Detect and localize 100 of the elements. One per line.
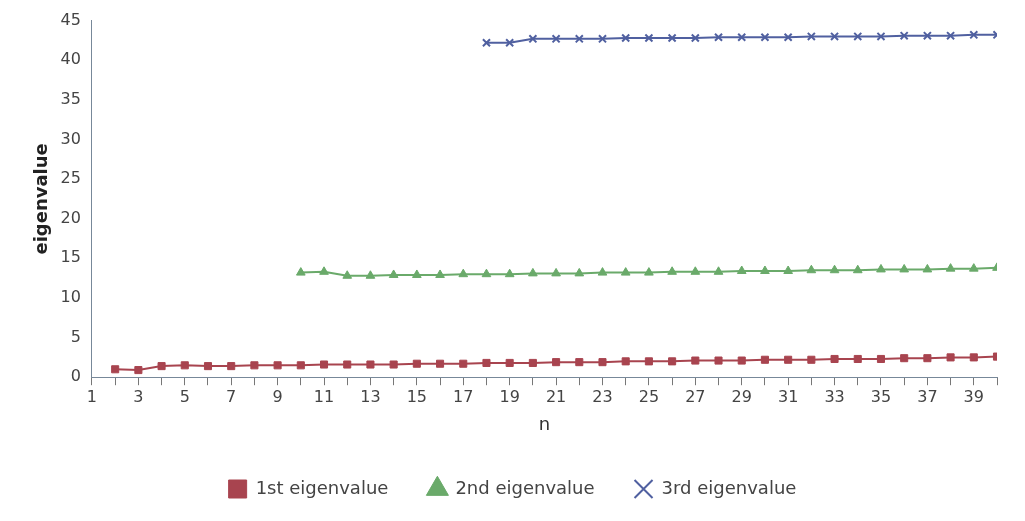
point bbox=[736, 265, 747, 275]
point bbox=[713, 266, 724, 275]
point bbox=[946, 31, 956, 41]
point bbox=[876, 31, 886, 41]
point bbox=[899, 31, 909, 41]
point bbox=[528, 34, 538, 44]
y-axis-title: eigenvalue bbox=[30, 143, 52, 255]
y-tick-label: 25 bbox=[60, 168, 81, 188]
point bbox=[806, 31, 816, 41]
point bbox=[807, 355, 816, 364]
point bbox=[923, 354, 932, 363]
point bbox=[760, 32, 770, 42]
point bbox=[574, 267, 585, 277]
point bbox=[575, 358, 584, 367]
point bbox=[551, 34, 561, 44]
point bbox=[295, 267, 306, 276]
x-tick-label: 15 bbox=[406, 386, 428, 406]
y-tick-label: 35 bbox=[60, 89, 81, 108]
point bbox=[853, 354, 862, 364]
point bbox=[389, 360, 398, 369]
x-tick-label: 7 bbox=[226, 386, 237, 406]
point bbox=[597, 34, 608, 44]
x-tick-label: 33 bbox=[824, 386, 845, 406]
point bbox=[505, 358, 514, 367]
y-tick-label: 30 bbox=[60, 128, 81, 148]
x-tick-label: 1 bbox=[86, 386, 98, 406]
point bbox=[737, 356, 746, 365]
x-tick-label: 9 bbox=[272, 386, 283, 406]
point bbox=[574, 34, 584, 44]
legend-label: 3rd eigenvalue bbox=[661, 476, 797, 498]
point bbox=[852, 264, 863, 274]
legend-label: 2nd eigenvalue bbox=[455, 476, 595, 498]
point bbox=[319, 266, 329, 275]
point bbox=[713, 32, 724, 42]
point bbox=[505, 38, 515, 48]
x-tick-label: 39 bbox=[963, 386, 984, 406]
point bbox=[667, 33, 677, 43]
point bbox=[366, 360, 375, 369]
x-tick-label: 17 bbox=[453, 386, 474, 406]
point bbox=[528, 358, 537, 367]
point bbox=[621, 357, 630, 366]
point bbox=[968, 263, 979, 272]
point bbox=[946, 353, 955, 362]
x-tick-label: 11 bbox=[313, 386, 335, 406]
point bbox=[343, 360, 352, 369]
point bbox=[319, 360, 329, 369]
point bbox=[412, 359, 421, 368]
point bbox=[969, 30, 979, 40]
point bbox=[760, 355, 769, 364]
point bbox=[690, 33, 700, 43]
x-tick-label: 23 bbox=[592, 386, 613, 406]
point bbox=[644, 267, 654, 276]
point bbox=[296, 361, 305, 370]
point bbox=[365, 270, 376, 279]
point bbox=[945, 263, 956, 272]
point bbox=[784, 355, 793, 364]
y-tick-label: 5 bbox=[70, 326, 81, 346]
x-tick-label: 25 bbox=[638, 386, 660, 406]
point bbox=[760, 265, 770, 275]
x-tick-label: 5 bbox=[179, 386, 190, 406]
point bbox=[458, 268, 469, 278]
point bbox=[690, 266, 701, 275]
point bbox=[853, 31, 863, 41]
point bbox=[459, 359, 468, 368]
point bbox=[552, 358, 561, 367]
x-tick-label: 3 bbox=[133, 386, 144, 406]
point bbox=[481, 268, 492, 278]
point bbox=[436, 359, 445, 368]
point bbox=[876, 354, 886, 364]
y-tick-label: 45 bbox=[60, 9, 81, 29]
point bbox=[922, 31, 932, 41]
x-tick-label: 29 bbox=[731, 386, 752, 406]
point bbox=[644, 33, 654, 43]
y-tick-label: 10 bbox=[60, 287, 81, 307]
point bbox=[598, 358, 607, 367]
point bbox=[783, 265, 793, 275]
x-axis-title: n bbox=[538, 412, 551, 434]
point bbox=[830, 354, 839, 364]
x-tick-label: 35 bbox=[870, 386, 892, 406]
point bbox=[783, 32, 793, 42]
x-tick-label: 21 bbox=[545, 386, 567, 406]
x-tick-label: 31 bbox=[777, 386, 799, 406]
point bbox=[969, 353, 978, 362]
point bbox=[250, 361, 259, 370]
point bbox=[481, 38, 491, 48]
point bbox=[342, 270, 353, 279]
point bbox=[829, 264, 840, 274]
point bbox=[273, 361, 282, 370]
point bbox=[806, 264, 817, 274]
point bbox=[899, 263, 910, 273]
x-tick-label: 13 bbox=[360, 386, 381, 406]
x-tick-label: 19 bbox=[499, 386, 520, 406]
point bbox=[388, 269, 399, 278]
point bbox=[203, 362, 213, 371]
point bbox=[180, 361, 189, 370]
point bbox=[134, 366, 143, 375]
point bbox=[922, 263, 933, 273]
point bbox=[620, 267, 631, 276]
point bbox=[667, 266, 677, 275]
point bbox=[900, 354, 909, 363]
